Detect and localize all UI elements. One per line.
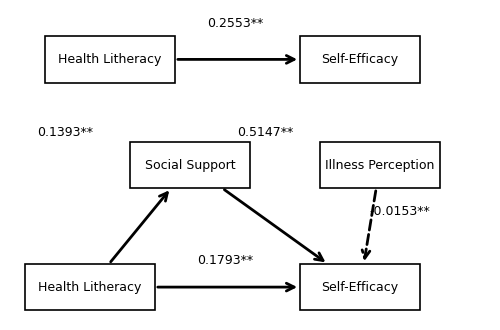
Text: Health Litheracy: Health Litheracy [38, 280, 142, 294]
Text: Self-Efficacy: Self-Efficacy [322, 53, 398, 66]
FancyBboxPatch shape [300, 264, 420, 310]
Text: Social Support: Social Support [144, 158, 236, 172]
Text: 0.1393**: 0.1393** [37, 125, 93, 139]
FancyBboxPatch shape [130, 142, 250, 188]
FancyBboxPatch shape [25, 264, 155, 310]
Text: 0.2553**: 0.2553** [207, 16, 263, 30]
FancyBboxPatch shape [320, 142, 440, 188]
Text: Health Litheracy: Health Litheracy [58, 53, 162, 66]
FancyBboxPatch shape [300, 36, 420, 82]
Text: Self-Efficacy: Self-Efficacy [322, 280, 398, 294]
Text: -0.0153**: -0.0153** [370, 205, 430, 218]
Text: 0.5147**: 0.5147** [237, 125, 293, 139]
FancyBboxPatch shape [45, 36, 175, 82]
Text: 0.1793**: 0.1793** [197, 254, 253, 267]
Text: Illness Perception: Illness Perception [326, 158, 434, 172]
